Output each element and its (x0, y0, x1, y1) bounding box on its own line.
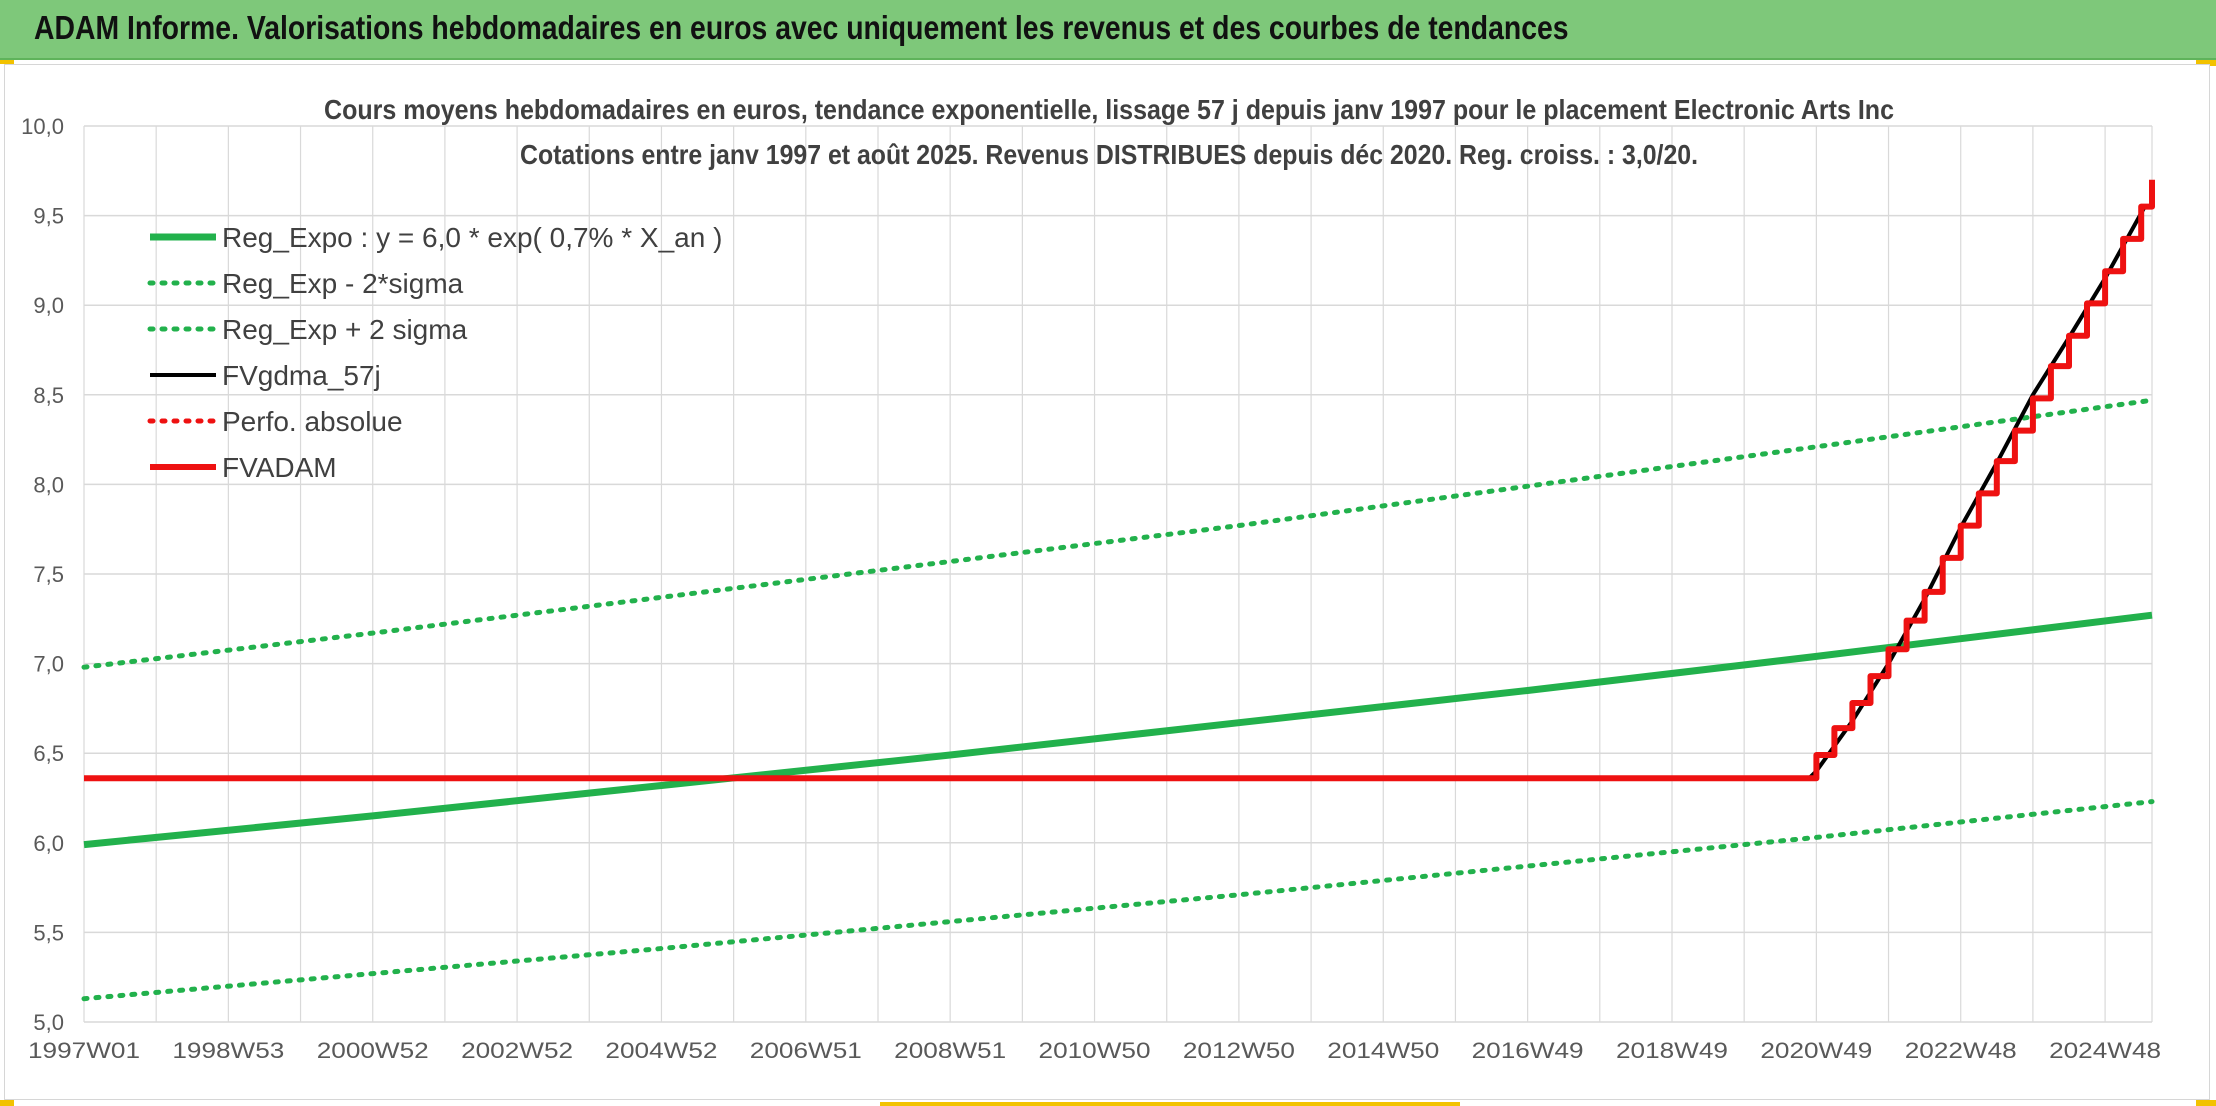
y-tick-label: 5,0 (33, 1010, 64, 1035)
legend-label: Reg_Exp + 2 sigma (222, 314, 468, 345)
legend-label: FVADAM (222, 452, 337, 483)
gridlines (83, 125, 2153, 1023)
bottom-accent-strip (880, 1102, 1460, 1106)
x-tick-label: 2012W50 (1183, 1038, 1295, 1063)
y-tick-label: 6,5 (33, 741, 64, 766)
legend-label: Perfo. absolue (222, 406, 403, 437)
x-tick-label: 2006W51 (750, 1038, 862, 1063)
y-tick-label: 8,5 (33, 383, 64, 408)
x-tick-label: 2024W48 (2049, 1038, 2161, 1063)
y-tick-label: 9,0 (33, 293, 64, 318)
corner-accent-bottom-right (2196, 1100, 2216, 1106)
y-tick-label: 6,0 (33, 831, 64, 856)
x-tick-label: 2018W49 (1616, 1038, 1728, 1063)
report-title: ADAM Informe. Valorisations hebdomadaire… (34, 9, 1569, 46)
corner-accent-bottom-left (0, 1100, 14, 1106)
series-lines (81, 179, 2155, 1002)
chart-frame (4, 64, 2210, 1100)
series-line (84, 179, 2155, 782)
corner-accent-top-right (2196, 60, 2216, 66)
report-header-banner: ADAM Informe. Valorisations hebdomadaire… (0, 0, 2216, 60)
chart-title: Cours moyens hebdomadaires en euros, ten… (324, 94, 1894, 125)
x-tick-label: 2000W52 (317, 1038, 429, 1063)
corner-accent-top-left (0, 60, 14, 64)
legend-label: Reg_Expo : y = 6,0 * exp( 0,7% * X_an ) (222, 222, 722, 253)
x-tick-label: 2004W52 (605, 1038, 717, 1063)
y-tick-label: 5,5 (33, 920, 64, 945)
axis-labels: 5,0 5,5 6,0 6,5 7,0 7,5 8,0 8,5 9,0 9,5 10,0 1997W0… (21, 114, 2161, 1063)
legend-label: FVgdma_57j (222, 360, 381, 391)
x-tick-label: 1997W01 (28, 1038, 140, 1063)
chart-subtitle: Cotations entre janv 1997 et août 2025. … (520, 139, 1698, 170)
series-line (83, 611, 2153, 849)
y-tick-label: 8,0 (33, 472, 64, 497)
legend: Reg_Expo : y = 6,0 * exp( 0,7% * X_an ) R… (147, 222, 722, 483)
x-tick-label: 2020W49 (1760, 1038, 1872, 1063)
series-line (81, 799, 2155, 1002)
y-tick-label: 9,5 (33, 204, 64, 229)
y-tick-label: 7,0 (33, 652, 64, 677)
x-tick-label: 2010W50 (1039, 1038, 1151, 1063)
x-tick-label: 1998W53 (172, 1038, 284, 1063)
x-tick-label: 2016W49 (1472, 1038, 1584, 1063)
series-line (81, 397, 2155, 670)
x-tick-label: 2008W51 (894, 1038, 1006, 1063)
x-tick-label: 2002W52 (461, 1038, 573, 1063)
x-tick-label: 2022W48 (1905, 1038, 2017, 1063)
y-tick-label: 10,0 (21, 114, 64, 139)
y-tick-label: 7,5 (33, 562, 64, 587)
x-tick-label: 2014W50 (1327, 1038, 1439, 1063)
legend-label: Reg_Exp - 2*sigma (222, 268, 464, 299)
chart-titles: Cours moyens hebdomadaires en euros, ten… (324, 94, 1894, 170)
